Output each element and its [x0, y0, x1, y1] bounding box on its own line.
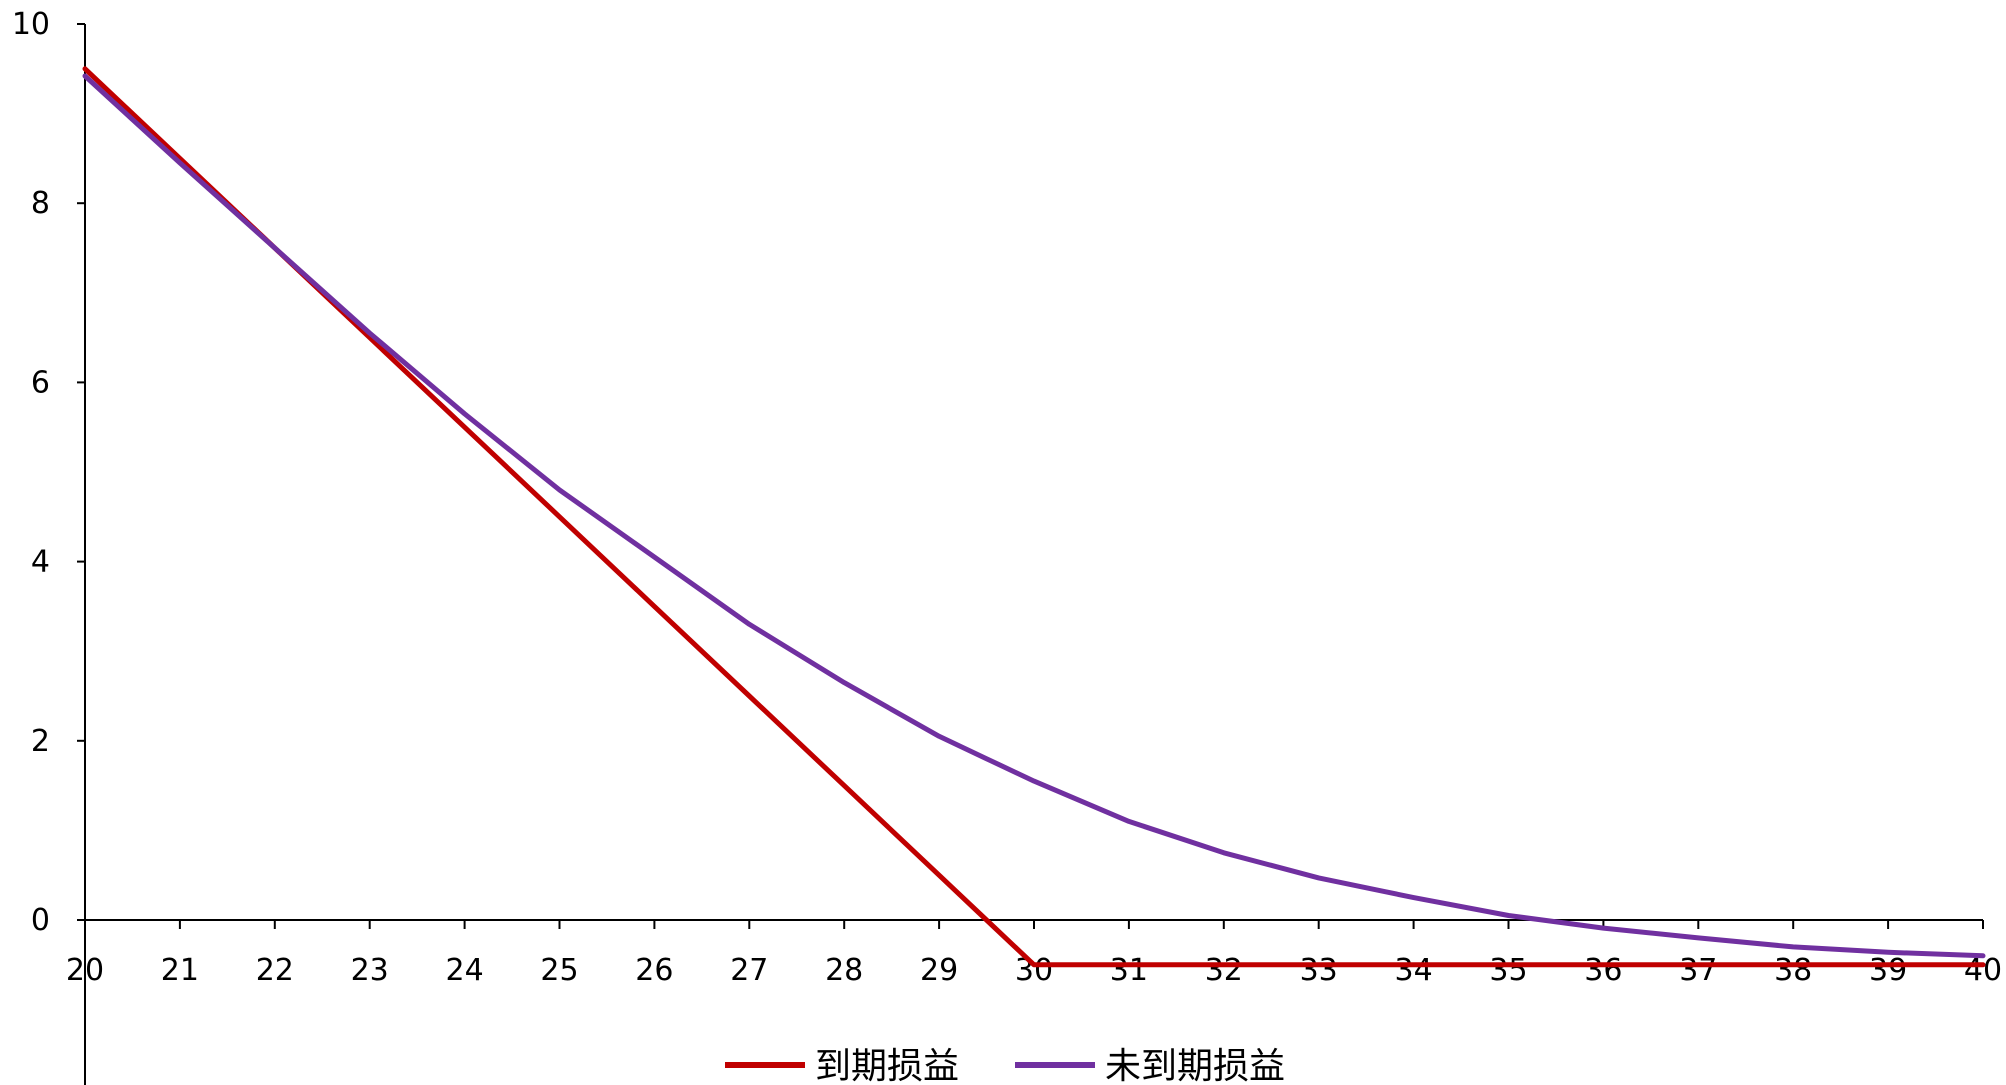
x-tick-label: 26 — [635, 953, 673, 988]
x-tick-label: 23 — [351, 953, 389, 988]
x-tick-label: 38 — [1774, 953, 1812, 988]
plot-lines — [82, 66, 1986, 968]
y-tick-label: 10 — [12, 7, 50, 42]
legend-label: 到期损益 — [815, 1046, 959, 1085]
x-tick-label: 36 — [1584, 953, 1622, 988]
series-line-1 — [82, 66, 1986, 968]
legend-label: 未到期损益 — [1105, 1046, 1285, 1085]
y-axis-ticks: 10 8 6 4 2 0 — [12, 7, 85, 938]
x-tick-label: 31 — [1110, 953, 1148, 988]
y-tick-label: 2 — [31, 724, 50, 759]
x-tick-label: 27 — [730, 953, 768, 988]
x-tick-label: 37 — [1679, 953, 1717, 988]
x-tick-label: 22 — [256, 953, 294, 988]
x-tick-label: 28 — [825, 953, 863, 988]
x-axis-ticks: 20 21 22 23 24 25 26 27 28 29 30 31 32 33 34 35 36 37 38 39… — [66, 920, 2002, 988]
x-tick-label: 21 — [161, 953, 199, 988]
x-tick-label: 20 — [66, 953, 104, 988]
legend-item-1: 到期损益 — [725, 1046, 959, 1085]
x-tick-label: 35 — [1489, 953, 1527, 988]
x-tick-label: 33 — [1300, 953, 1338, 988]
y-tick-label: 8 — [31, 186, 50, 221]
x-tick-label: 40 — [1964, 953, 2002, 988]
x-tick-label: 32 — [1205, 953, 1243, 988]
x-tick-label: 29 — [920, 953, 958, 988]
x-tick-label: 24 — [446, 953, 484, 988]
x-tick-label: 34 — [1395, 953, 1433, 988]
x-tick-label: 30 — [1015, 953, 1053, 988]
series-line-2 — [82, 73, 1986, 959]
legend-item-2: 未到期损益 — [1015, 1046, 1285, 1085]
x-tick-label: 39 — [1869, 953, 1907, 988]
y-tick-label: 4 — [31, 545, 50, 580]
legend: 到期损益 未到期损益 — [725, 1046, 1285, 1085]
y-tick-label: 6 — [31, 365, 50, 400]
x-tick-label: 25 — [540, 953, 578, 988]
y-tick-label: 0 — [31, 903, 50, 938]
